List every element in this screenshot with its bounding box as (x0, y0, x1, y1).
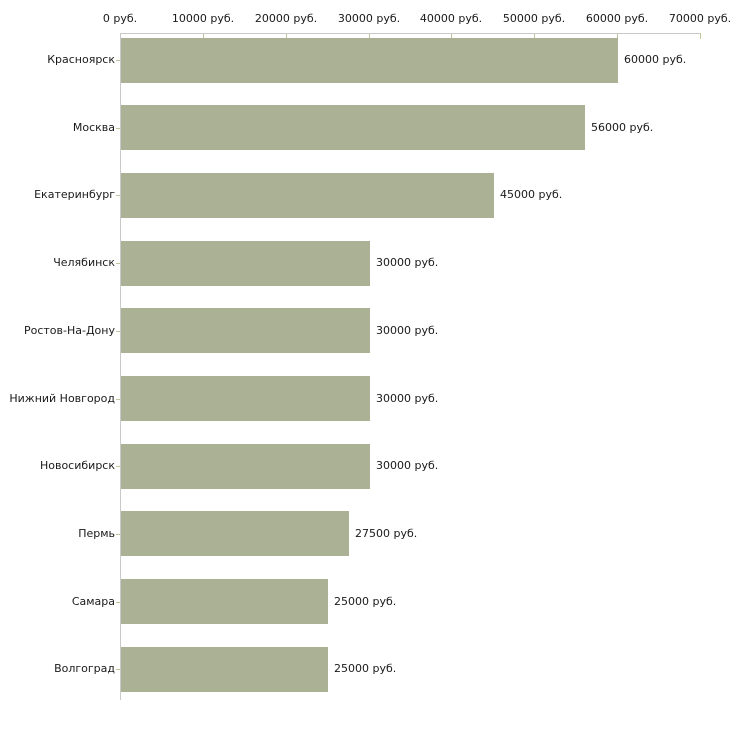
x-axis-tick-label: 70000 руб. (668, 12, 730, 25)
x-axis-tick-label: 0 руб. (102, 12, 138, 25)
x-axis-tick-label: 40000 руб. (419, 12, 483, 25)
bar-value-label: 60000 руб. (624, 53, 687, 66)
category-label: Ростов-На-Дону (23, 324, 115, 337)
y-axis-line (120, 33, 121, 700)
bar (121, 241, 370, 286)
bar-value-label: 25000 руб. (334, 662, 397, 675)
y-axis-tick (116, 128, 120, 129)
bar (121, 38, 618, 83)
x-axis-tick-label: 30000 руб. (337, 12, 401, 25)
bar (121, 579, 328, 624)
category-label: Екатеринбург (34, 188, 115, 201)
x-axis-tick-label: 10000 руб. (171, 12, 235, 25)
x-axis-tick (534, 33, 535, 39)
category-label: Новосибирск (39, 459, 115, 472)
x-axis-tick (617, 33, 618, 39)
y-axis-tick (116, 331, 120, 332)
bar (121, 173, 494, 218)
x-axis-line (120, 33, 700, 34)
bar (121, 308, 370, 353)
y-axis-tick (116, 602, 120, 603)
bar-value-label: 30000 руб. (376, 459, 439, 472)
y-axis-tick (116, 466, 120, 467)
x-axis-tick-label: 60000 руб. (585, 12, 649, 25)
bar-value-label: 27500 руб. (355, 527, 418, 540)
y-axis-tick (116, 60, 120, 61)
bar-value-label: 30000 руб. (376, 324, 439, 337)
bar-value-label: 30000 руб. (376, 256, 439, 269)
bar-value-label: 45000 руб. (500, 188, 563, 201)
y-axis-tick (116, 195, 120, 196)
category-label: Красноярск (47, 53, 115, 66)
x-axis-tick-label: 50000 руб. (502, 12, 566, 25)
bar (121, 444, 370, 489)
bar-value-label: 30000 руб. (376, 392, 439, 405)
x-axis-tick (451, 33, 452, 39)
category-label: Челябинск (53, 256, 115, 269)
category-label: Нижний Новгород (9, 392, 115, 405)
x-axis-tick (369, 33, 370, 39)
bar (121, 511, 349, 556)
y-axis-tick (116, 263, 120, 264)
category-label: Самара (71, 595, 115, 608)
bar (121, 105, 585, 150)
y-axis-tick (116, 669, 120, 670)
category-label: Пермь (78, 527, 115, 540)
y-axis-tick (116, 534, 120, 535)
x-axis-tick-label: 20000 руб. (254, 12, 318, 25)
x-axis-tick (203, 33, 204, 39)
bar-value-label: 56000 руб. (591, 121, 654, 134)
category-label: Волгоград (54, 662, 115, 675)
bar (121, 376, 370, 421)
category-label: Москва (72, 121, 115, 134)
bar-value-label: 25000 руб. (334, 595, 397, 608)
x-axis-tick (286, 33, 287, 39)
bar (121, 647, 328, 692)
x-axis-tick (700, 33, 701, 39)
y-axis-tick (116, 399, 120, 400)
